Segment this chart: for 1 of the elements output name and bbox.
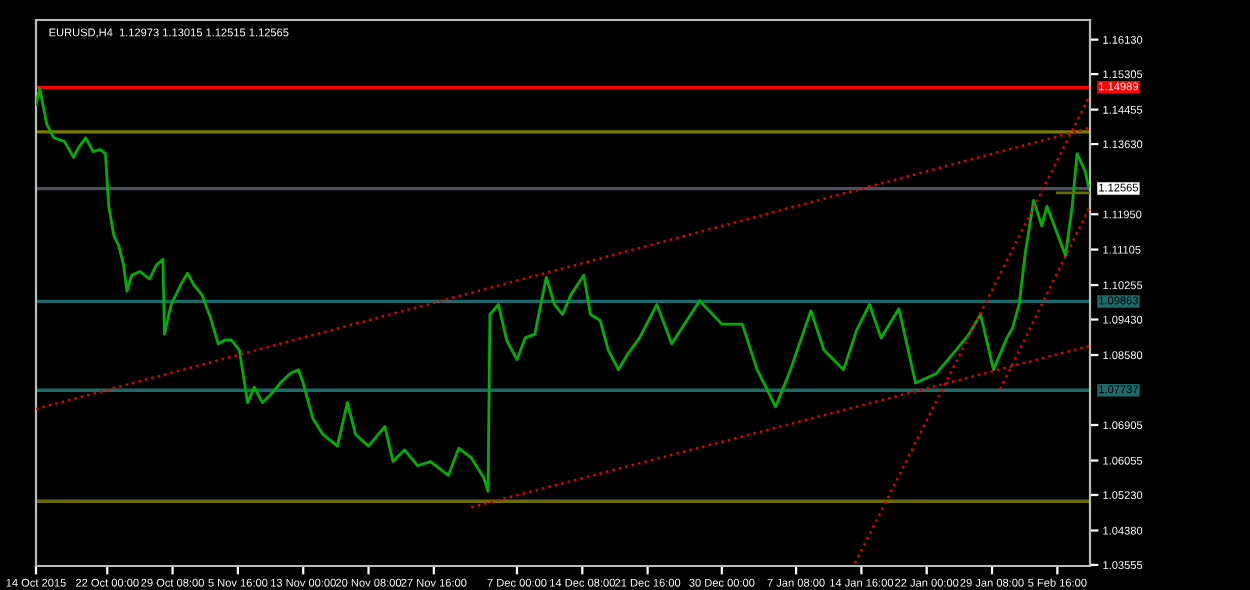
line-series <box>36 87 1090 493</box>
